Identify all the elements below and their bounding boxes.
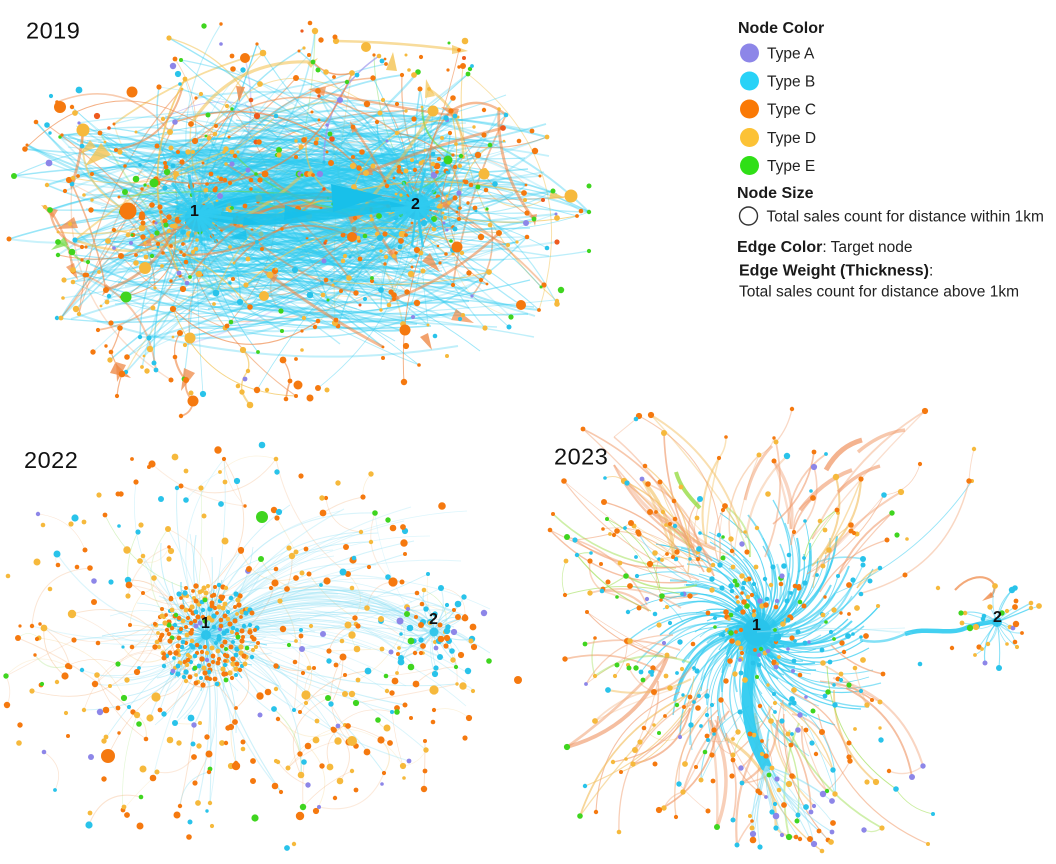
svg-text:Edge Weight (Thickness):: Edge Weight (Thickness): [739,263,933,280]
svg-text:2: 2 [429,611,438,628]
svg-text:Total sales count for distance: Total sales count for distance above 1km [739,284,1019,301]
svg-text:2: 2 [993,609,1002,626]
svg-text:2019: 2019 [26,18,80,44]
svg-text:Node Color: Node Color [738,20,824,37]
svg-text:Edge Color: Target node: Edge Color: Target node [737,239,913,256]
svg-text:Node Size: Node Size [737,185,814,202]
svg-text:Type A: Type A [767,46,815,63]
svg-text:Type C: Type C [767,102,816,119]
svg-text:1: 1 [201,615,210,632]
svg-text:Type E: Type E [767,158,815,175]
svg-text:2023: 2023 [554,444,608,470]
svg-text:Type B: Type B [767,74,815,91]
svg-text:1: 1 [752,617,761,634]
svg-text:2: 2 [411,196,420,213]
svg-text:2022: 2022 [24,447,78,473]
svg-text:Total sales count for distance: Total sales count for distance within 1k… [767,209,1044,226]
svg-text:Type D: Type D [767,130,816,147]
svg-text:1: 1 [190,203,199,220]
